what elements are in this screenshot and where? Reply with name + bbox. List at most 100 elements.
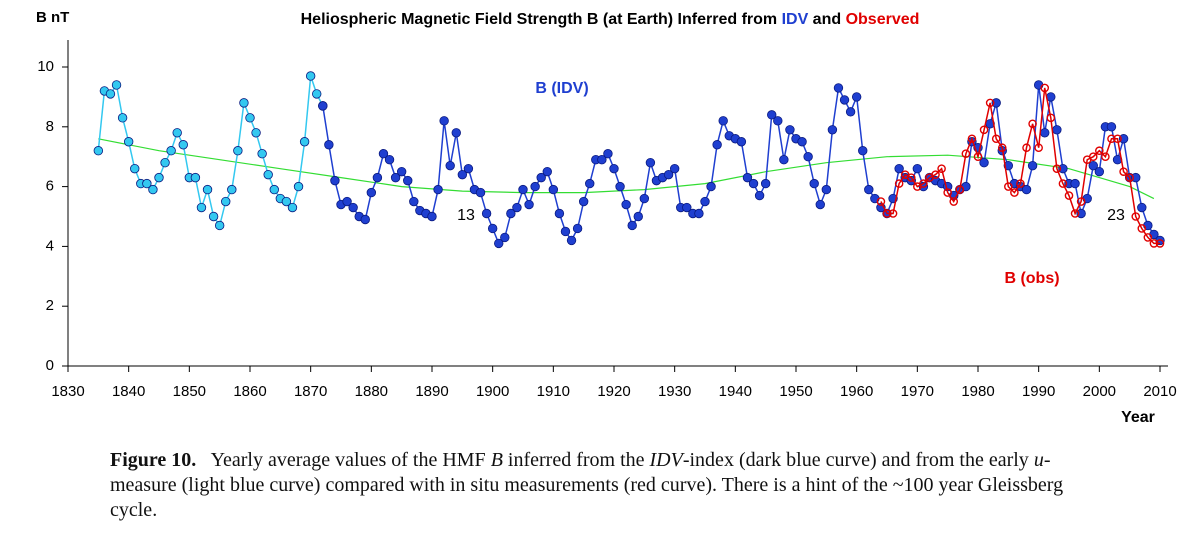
annotation: 13 xyxy=(457,207,475,224)
data-point xyxy=(142,178,152,189)
data-point xyxy=(639,193,650,204)
data-point xyxy=(239,98,249,108)
data-point xyxy=(931,170,940,179)
data-point xyxy=(682,202,692,213)
data-point xyxy=(1113,134,1122,144)
data-point xyxy=(603,149,613,159)
data-point xyxy=(937,164,946,173)
data-point xyxy=(1095,146,1104,156)
data-point xyxy=(633,211,643,222)
data-point xyxy=(554,208,565,219)
x-tick-label: 2010 xyxy=(1143,383,1176,400)
data-point xyxy=(809,178,819,189)
data-point xyxy=(396,166,407,177)
data-point xyxy=(445,160,455,171)
data-point xyxy=(348,202,358,213)
data-point xyxy=(585,178,595,189)
data-point xyxy=(742,172,753,183)
data-point xyxy=(227,184,237,195)
x-tick-label: 2000 xyxy=(1083,383,1116,400)
data-point xyxy=(1070,209,1080,218)
data-point xyxy=(548,184,559,195)
data-point xyxy=(481,208,492,219)
data-point xyxy=(123,137,134,147)
annotation: 23 xyxy=(1107,207,1125,224)
data-point xyxy=(1016,179,1025,188)
data-point xyxy=(785,125,795,135)
data-point xyxy=(949,197,959,206)
data-point xyxy=(754,190,765,201)
data-point xyxy=(1027,160,1038,171)
data-point xyxy=(979,157,989,168)
data-point xyxy=(305,71,316,81)
data-point xyxy=(894,163,904,174)
series-label: B (obs) xyxy=(1004,270,1059,287)
x-axis-label: Year xyxy=(1121,409,1155,426)
data-point xyxy=(384,154,395,165)
data-point xyxy=(366,187,377,198)
data-point xyxy=(803,151,813,162)
data-point xyxy=(609,163,619,174)
data-point xyxy=(451,128,461,138)
data-point xyxy=(663,169,674,180)
data-point xyxy=(172,128,182,138)
data-point xyxy=(233,146,243,156)
data-point xyxy=(1010,188,1019,197)
data-point xyxy=(111,80,122,90)
data-point xyxy=(1064,191,1074,200)
data-point xyxy=(973,152,983,161)
data-point xyxy=(475,187,486,198)
data-point xyxy=(718,116,728,126)
x-tick-label: 1850 xyxy=(173,383,206,400)
data-point xyxy=(196,202,207,213)
caption-text: Yearly average values of the HMF B infer… xyxy=(110,449,1063,521)
data-point xyxy=(299,137,310,147)
title-part: and xyxy=(808,11,845,28)
data-point xyxy=(645,157,656,168)
x-tick-label: 1840 xyxy=(112,383,145,400)
data-point xyxy=(961,149,971,159)
title-part: Observed xyxy=(846,11,920,28)
data-point xyxy=(403,175,413,186)
data-point xyxy=(851,92,862,102)
data-point xyxy=(378,149,389,159)
data-point xyxy=(1149,239,1159,248)
data-point xyxy=(864,184,874,195)
data-point xyxy=(1070,178,1080,189)
data-point xyxy=(342,196,352,207)
data-point xyxy=(324,140,334,150)
data-point xyxy=(512,202,522,213)
data-point xyxy=(779,154,789,165)
y-tick-label: 0 xyxy=(46,357,54,374)
data-point xyxy=(621,199,631,210)
data-point xyxy=(518,184,528,195)
data-point xyxy=(627,220,637,231)
data-point xyxy=(919,179,928,188)
data-point xyxy=(251,128,261,138)
data-point xyxy=(700,196,710,207)
series-label: B (IDV) xyxy=(535,80,588,97)
data-point xyxy=(566,235,577,246)
x-tick-label: 1860 xyxy=(233,383,266,400)
data-point xyxy=(318,101,328,111)
data-point xyxy=(1076,208,1086,219)
caption-label: Figure 10. xyxy=(110,449,197,471)
data-point xyxy=(166,146,176,156)
data-point xyxy=(1119,167,1128,176)
data-point xyxy=(706,181,716,192)
data-point xyxy=(1125,173,1134,182)
data-point xyxy=(536,172,546,183)
data-point xyxy=(190,172,201,183)
data-point xyxy=(542,166,552,177)
data-point xyxy=(833,83,844,93)
data-point xyxy=(439,116,449,126)
data-point xyxy=(876,197,886,206)
y-tick-label: 2 xyxy=(46,297,54,314)
data-point xyxy=(281,196,292,207)
data-point xyxy=(178,140,188,150)
data-point xyxy=(93,146,104,156)
data-point xyxy=(669,163,680,174)
data-point xyxy=(293,181,304,192)
data-point xyxy=(1052,125,1062,135)
data-point xyxy=(894,179,904,188)
